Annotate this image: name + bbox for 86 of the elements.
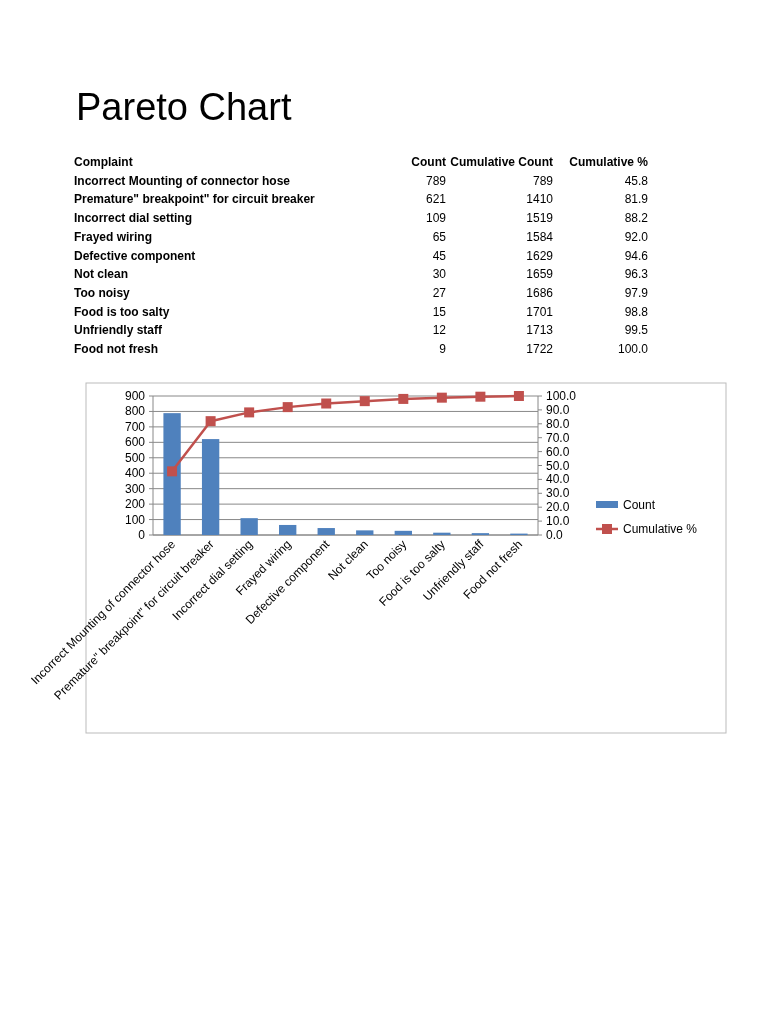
y2-tick-label: 90.0: [546, 402, 570, 417]
text: 65: [432, 229, 447, 244]
point: [244, 407, 255, 418]
y2-tick-label: 100.0: [546, 389, 577, 403]
text: 1629: [526, 248, 554, 263]
text: 9: [439, 342, 447, 356]
text: Food is too salty: [74, 304, 170, 319]
y2-tick-label: 0.0: [546, 528, 564, 542]
point: [359, 396, 370, 407]
y2-tick-label: 80.0: [546, 416, 570, 431]
bar: [356, 530, 374, 535]
text: Count: [411, 155, 446, 169]
text: 1519: [526, 211, 554, 226]
text: 99.5: [624, 323, 649, 338]
y2-tick-label: 60.0: [546, 444, 570, 459]
text: 1722: [526, 342, 554, 356]
text: Too noisy: [74, 285, 131, 300]
point: [167, 466, 178, 477]
text: Premature" breakpoint" for circuit breaker: [74, 192, 316, 207]
text: 15: [432, 304, 447, 319]
text: 1584: [526, 229, 554, 244]
point: [436, 392, 447, 403]
bar: [240, 518, 258, 535]
text: 97.9: [624, 285, 649, 300]
text: 789: [532, 173, 554, 188]
text: 27: [432, 285, 447, 300]
y2-tick-label: 30.0: [546, 486, 570, 501]
y-tick-label: 600: [124, 435, 146, 450]
text: 1659: [526, 267, 554, 282]
text: 109: [425, 211, 447, 226]
text: 45.8: [624, 173, 649, 188]
y-tick-label: 500: [124, 450, 146, 465]
text: 1701: [526, 304, 554, 319]
y2-tick-label: 10.0: [546, 514, 570, 529]
y-tick-label: 700: [124, 419, 146, 434]
text: Defective component: [74, 248, 196, 263]
text: Incorrect Mounting of connector hose: [74, 173, 291, 188]
y2-tick-label: 70.0: [546, 430, 570, 445]
bar: [279, 524, 297, 535]
text: Food not fresh: [74, 342, 158, 356]
text: Frayed wiring: [74, 229, 153, 244]
point: [282, 402, 293, 413]
y-tick-label: 400: [124, 466, 146, 481]
point: [398, 393, 409, 404]
text: Incorrect dial setting: [74, 211, 193, 226]
bar: [201, 439, 220, 535]
bar: [433, 532, 451, 535]
text: Unfriendly staff: [74, 323, 164, 338]
text: 94.6: [624, 248, 649, 263]
text: 45: [432, 248, 447, 263]
text: 30: [432, 267, 447, 282]
bar: [163, 413, 181, 535]
y2-tick-label: 40.0: [546, 472, 570, 487]
y-tick-label: 100: [124, 512, 146, 527]
text: 789: [425, 173, 447, 188]
text: Cumulative Count: [450, 155, 553, 169]
point: [205, 416, 216, 427]
text: 1713: [526, 323, 554, 338]
text: 81.9: [624, 192, 649, 207]
legend-label: Count: [623, 498, 656, 512]
text: 1686: [526, 285, 554, 300]
y-tick-label: 0: [138, 528, 146, 542]
text: 96.3: [624, 267, 649, 282]
legend-label: Cumulative %: [623, 522, 698, 536]
text: 92.0: [624, 229, 649, 244]
text: Pareto Chart: [76, 86, 292, 128]
y-tick-label: 900: [124, 389, 146, 403]
point: [475, 391, 486, 402]
text: 88.2: [624, 211, 649, 226]
y2-tick-label: 20.0: [546, 500, 570, 515]
bar: [317, 528, 335, 535]
point: [513, 391, 524, 401]
y-tick-label: 200: [124, 497, 146, 512]
bar: [394, 530, 412, 535]
y2-tick-label: 50.0: [546, 458, 570, 473]
text: 1410: [526, 192, 554, 207]
text: 100.0: [617, 342, 649, 356]
text: 12: [432, 323, 447, 338]
text: Cumulative %: [569, 155, 649, 169]
text: Not clean: [74, 267, 129, 282]
y-tick-label: 300: [124, 481, 146, 496]
text: 621: [425, 192, 447, 207]
text: Complaint: [74, 155, 133, 169]
y-tick-label: 800: [124, 404, 146, 419]
text: 98.8: [624, 304, 649, 319]
point: [321, 398, 332, 409]
